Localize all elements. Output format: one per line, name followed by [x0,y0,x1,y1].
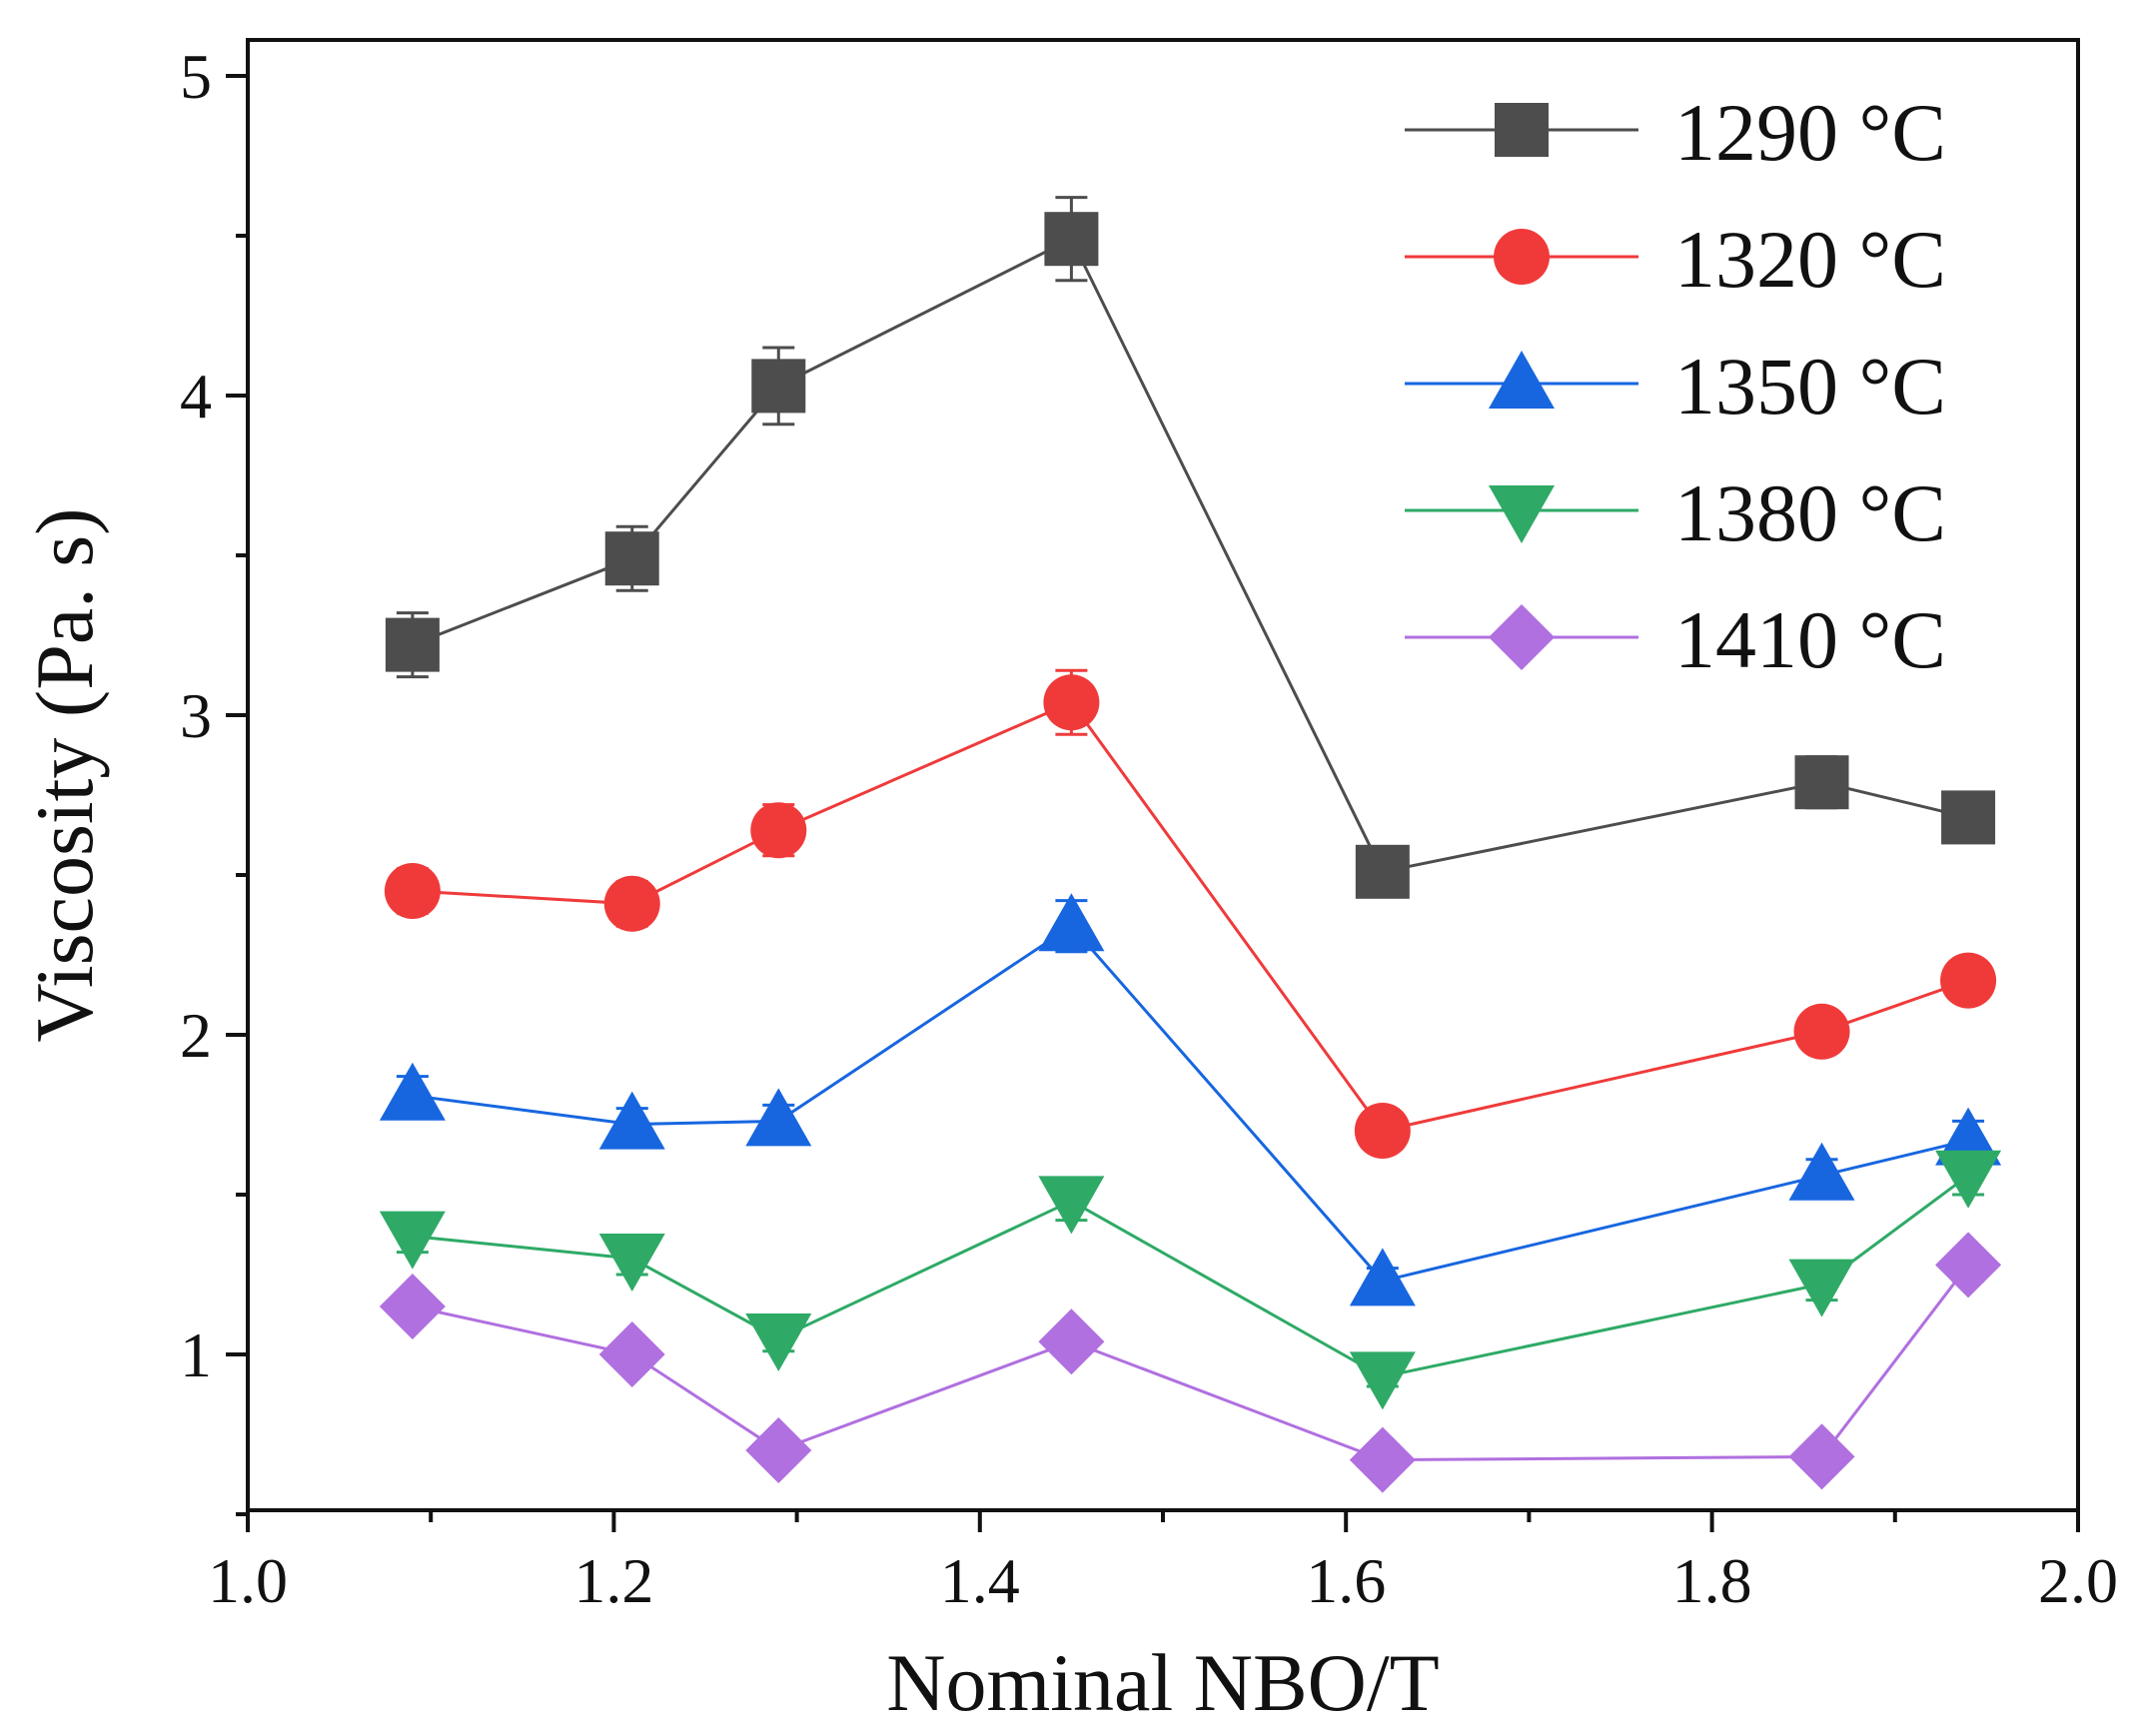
series-1 [384,668,1997,1159]
data-point [1940,952,1997,1009]
data-point [604,531,659,586]
y-tick-label: 2 [180,1000,212,1071]
data-point [745,1088,812,1147]
y-axis-ticks: 1 2 3 4 5 [180,41,248,1516]
x-axis-ticks: 1.0 1.2 1.4 1.6 1.8 2.0 [208,1510,2118,1616]
legend-item: 1350 °C [1405,341,1946,432]
x-tick-label: 2.0 [2038,1545,2118,1616]
data-point [1793,1003,1850,1060]
data-point [1349,1248,1416,1306]
x-tick-label: 1.4 [940,1545,1020,1616]
x-axis-title: Nominal NBO/T [886,1637,1439,1728]
data-point [745,1313,812,1371]
legend-label: 1380 °C [1674,467,1946,558]
y-tick-label: 4 [180,361,212,432]
legend-item: 1320 °C [1405,214,1946,305]
data-point [385,617,440,672]
data-point [1941,790,1996,845]
data-point [1349,1426,1416,1493]
series-2 [379,893,2002,1306]
y-tick-label: 3 [180,680,212,751]
data-point [750,802,807,859]
data-point [1349,1351,1416,1410]
legend-label: 1320 °C [1674,214,1946,305]
data-point [598,1091,665,1150]
legend-item: 1380 °C [1405,467,1946,558]
data-point [603,875,660,932]
legend-label: 1410 °C [1674,594,1946,685]
legend: 1290 °C 1320 °C 1350 °C 1380 °C 1410 °C [1405,87,1946,685]
data-point [1043,674,1100,731]
data-point [598,1321,665,1387]
data-point [1788,1142,1855,1201]
y-tick-label: 5 [180,41,212,112]
legend-item: 1290 °C [1405,87,1946,178]
x-tick-label: 1.0 [208,1545,288,1616]
data-point [1935,1150,2002,1209]
legend-marker [1495,103,1549,157]
legend-marker [1489,604,1555,670]
data-point [1935,1232,2002,1299]
series-3 [379,1150,2002,1410]
legend-marker [1489,485,1555,543]
data-point [1788,1259,1855,1317]
data-point [1354,1103,1411,1159]
data-point [379,1274,446,1339]
data-point [1038,1308,1105,1375]
legend-item: 1410 °C [1405,594,1946,685]
data-point [1038,1176,1105,1235]
data-point [1355,844,1410,899]
x-tick-label: 1.6 [1306,1545,1386,1616]
data-point [745,1417,812,1483]
data-point [1794,755,1849,810]
data-point [1044,212,1099,267]
series-layer [379,196,2002,1493]
series-4 [379,1232,2002,1493]
legend-label: 1350 °C [1674,341,1946,432]
data-point [598,1234,665,1292]
legend-label: 1290 °C [1674,87,1946,178]
series-line [412,924,1969,1284]
y-axis-title: Viscosity (Pa. s) [19,508,110,1043]
data-point [379,1062,446,1121]
data-point [751,359,806,414]
legend-marker [1489,351,1555,409]
data-point [379,1211,446,1270]
x-tick-label: 1.8 [1672,1545,1752,1616]
data-point [1038,893,1105,952]
y-tick-label: 1 [180,1319,212,1390]
legend-marker [1494,229,1550,285]
series-0 [385,196,1996,899]
data-point [384,863,441,919]
data-point [1788,1423,1855,1490]
x-tick-label: 1.2 [573,1545,653,1616]
